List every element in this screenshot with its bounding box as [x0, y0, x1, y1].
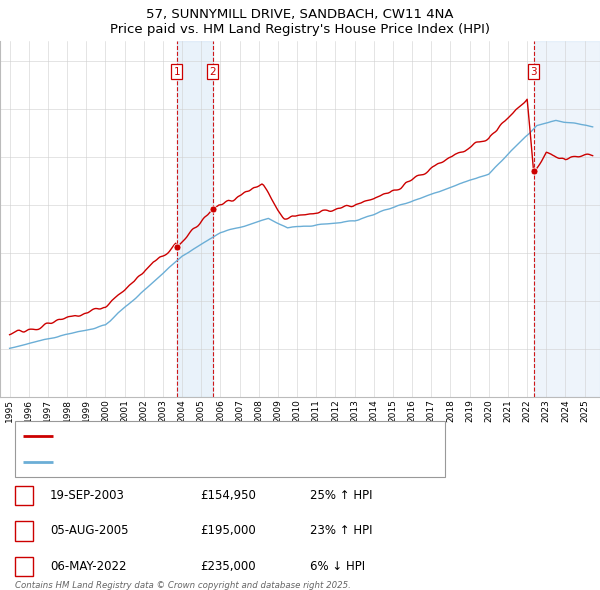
Text: 25% ↑ HPI: 25% ↑ HPI	[310, 489, 373, 502]
Bar	[15, 557, 33, 576]
Text: HPI: Average price, semi-detached house, Cheshire East: HPI: Average price, semi-detached house,…	[59, 457, 352, 467]
Text: £154,950: £154,950	[200, 489, 256, 502]
Text: £195,000: £195,000	[200, 525, 256, 537]
Bar	[15, 421, 445, 477]
Text: Contains HM Land Registry data © Crown copyright and database right 2025.
This d: Contains HM Land Registry data © Crown c…	[15, 581, 351, 590]
Text: 2: 2	[209, 67, 216, 77]
Bar	[177, 41, 212, 396]
Text: 06-MAY-2022: 06-MAY-2022	[50, 560, 127, 573]
Text: 23% ↑ HPI: 23% ↑ HPI	[310, 525, 373, 537]
Text: 6% ↓ HPI: 6% ↓ HPI	[310, 560, 365, 573]
Text: £235,000: £235,000	[200, 560, 256, 573]
Text: 19-SEP-2003: 19-SEP-2003	[50, 489, 125, 502]
Text: 05-AUG-2005: 05-AUG-2005	[50, 525, 128, 537]
Bar	[15, 486, 33, 505]
Text: 3: 3	[530, 67, 537, 77]
Text: 3: 3	[20, 560, 28, 573]
Bar	[15, 522, 33, 540]
Text: 1: 1	[173, 67, 180, 77]
Text: 2: 2	[20, 525, 28, 537]
Bar	[533, 41, 600, 396]
Text: 1: 1	[20, 489, 28, 502]
Text: 57, SUNNYMILL DRIVE, SANDBACH, CW11 4NA (semi-detached house): 57, SUNNYMILL DRIVE, SANDBACH, CW11 4NA …	[59, 431, 425, 441]
Title: 57, SUNNYMILL DRIVE, SANDBACH, CW11 4NA
Price paid vs. HM Land Registry's House : 57, SUNNYMILL DRIVE, SANDBACH, CW11 4NA …	[110, 8, 490, 36]
